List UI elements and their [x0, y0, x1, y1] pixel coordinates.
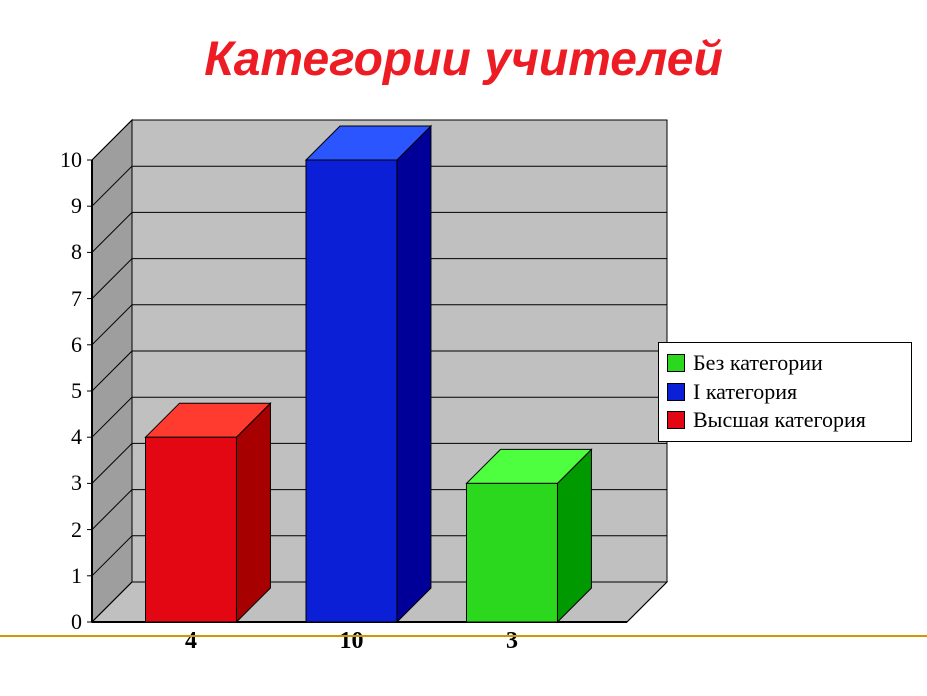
y-tick-label: 1: [71, 563, 82, 589]
legend-item: Без категории: [667, 349, 903, 378]
bar-side-0: [236, 403, 270, 622]
y-tick-label: 2: [71, 517, 82, 543]
legend-item: I категория: [667, 378, 903, 407]
x-axis-label: 10: [321, 628, 381, 655]
divider-line: [0, 635, 927, 637]
y-tick-label: 4: [71, 424, 82, 450]
bar-side-1: [397, 126, 431, 622]
y-tick-label: 5: [71, 378, 82, 404]
y-tick-label: 10: [60, 147, 82, 173]
legend-swatch: [667, 354, 685, 372]
legend-swatch: [667, 411, 685, 429]
legend: Без категорииI категорияВысшая категория: [658, 342, 912, 442]
bar-front-2: [467, 483, 558, 622]
bar-front-1: [306, 160, 397, 622]
legend-item: Высшая категория: [667, 406, 903, 435]
legend-swatch: [667, 383, 685, 401]
y-tick-label: 8: [71, 239, 82, 265]
legend-label: Без категории: [693, 349, 823, 378]
y-tick-label: 0: [71, 609, 82, 635]
legend-label: Высшая категория: [693, 406, 866, 435]
y-tick-label: 9: [71, 193, 82, 219]
bar-front-0: [146, 437, 237, 622]
legend-label: I категория: [693, 378, 797, 407]
x-axis-label: 4: [161, 628, 221, 655]
x-axis-label: 3: [482, 628, 542, 655]
y-tick-label: 3: [71, 470, 82, 496]
y-tick-label: 6: [71, 332, 82, 358]
y-tick-label: 7: [71, 286, 82, 312]
